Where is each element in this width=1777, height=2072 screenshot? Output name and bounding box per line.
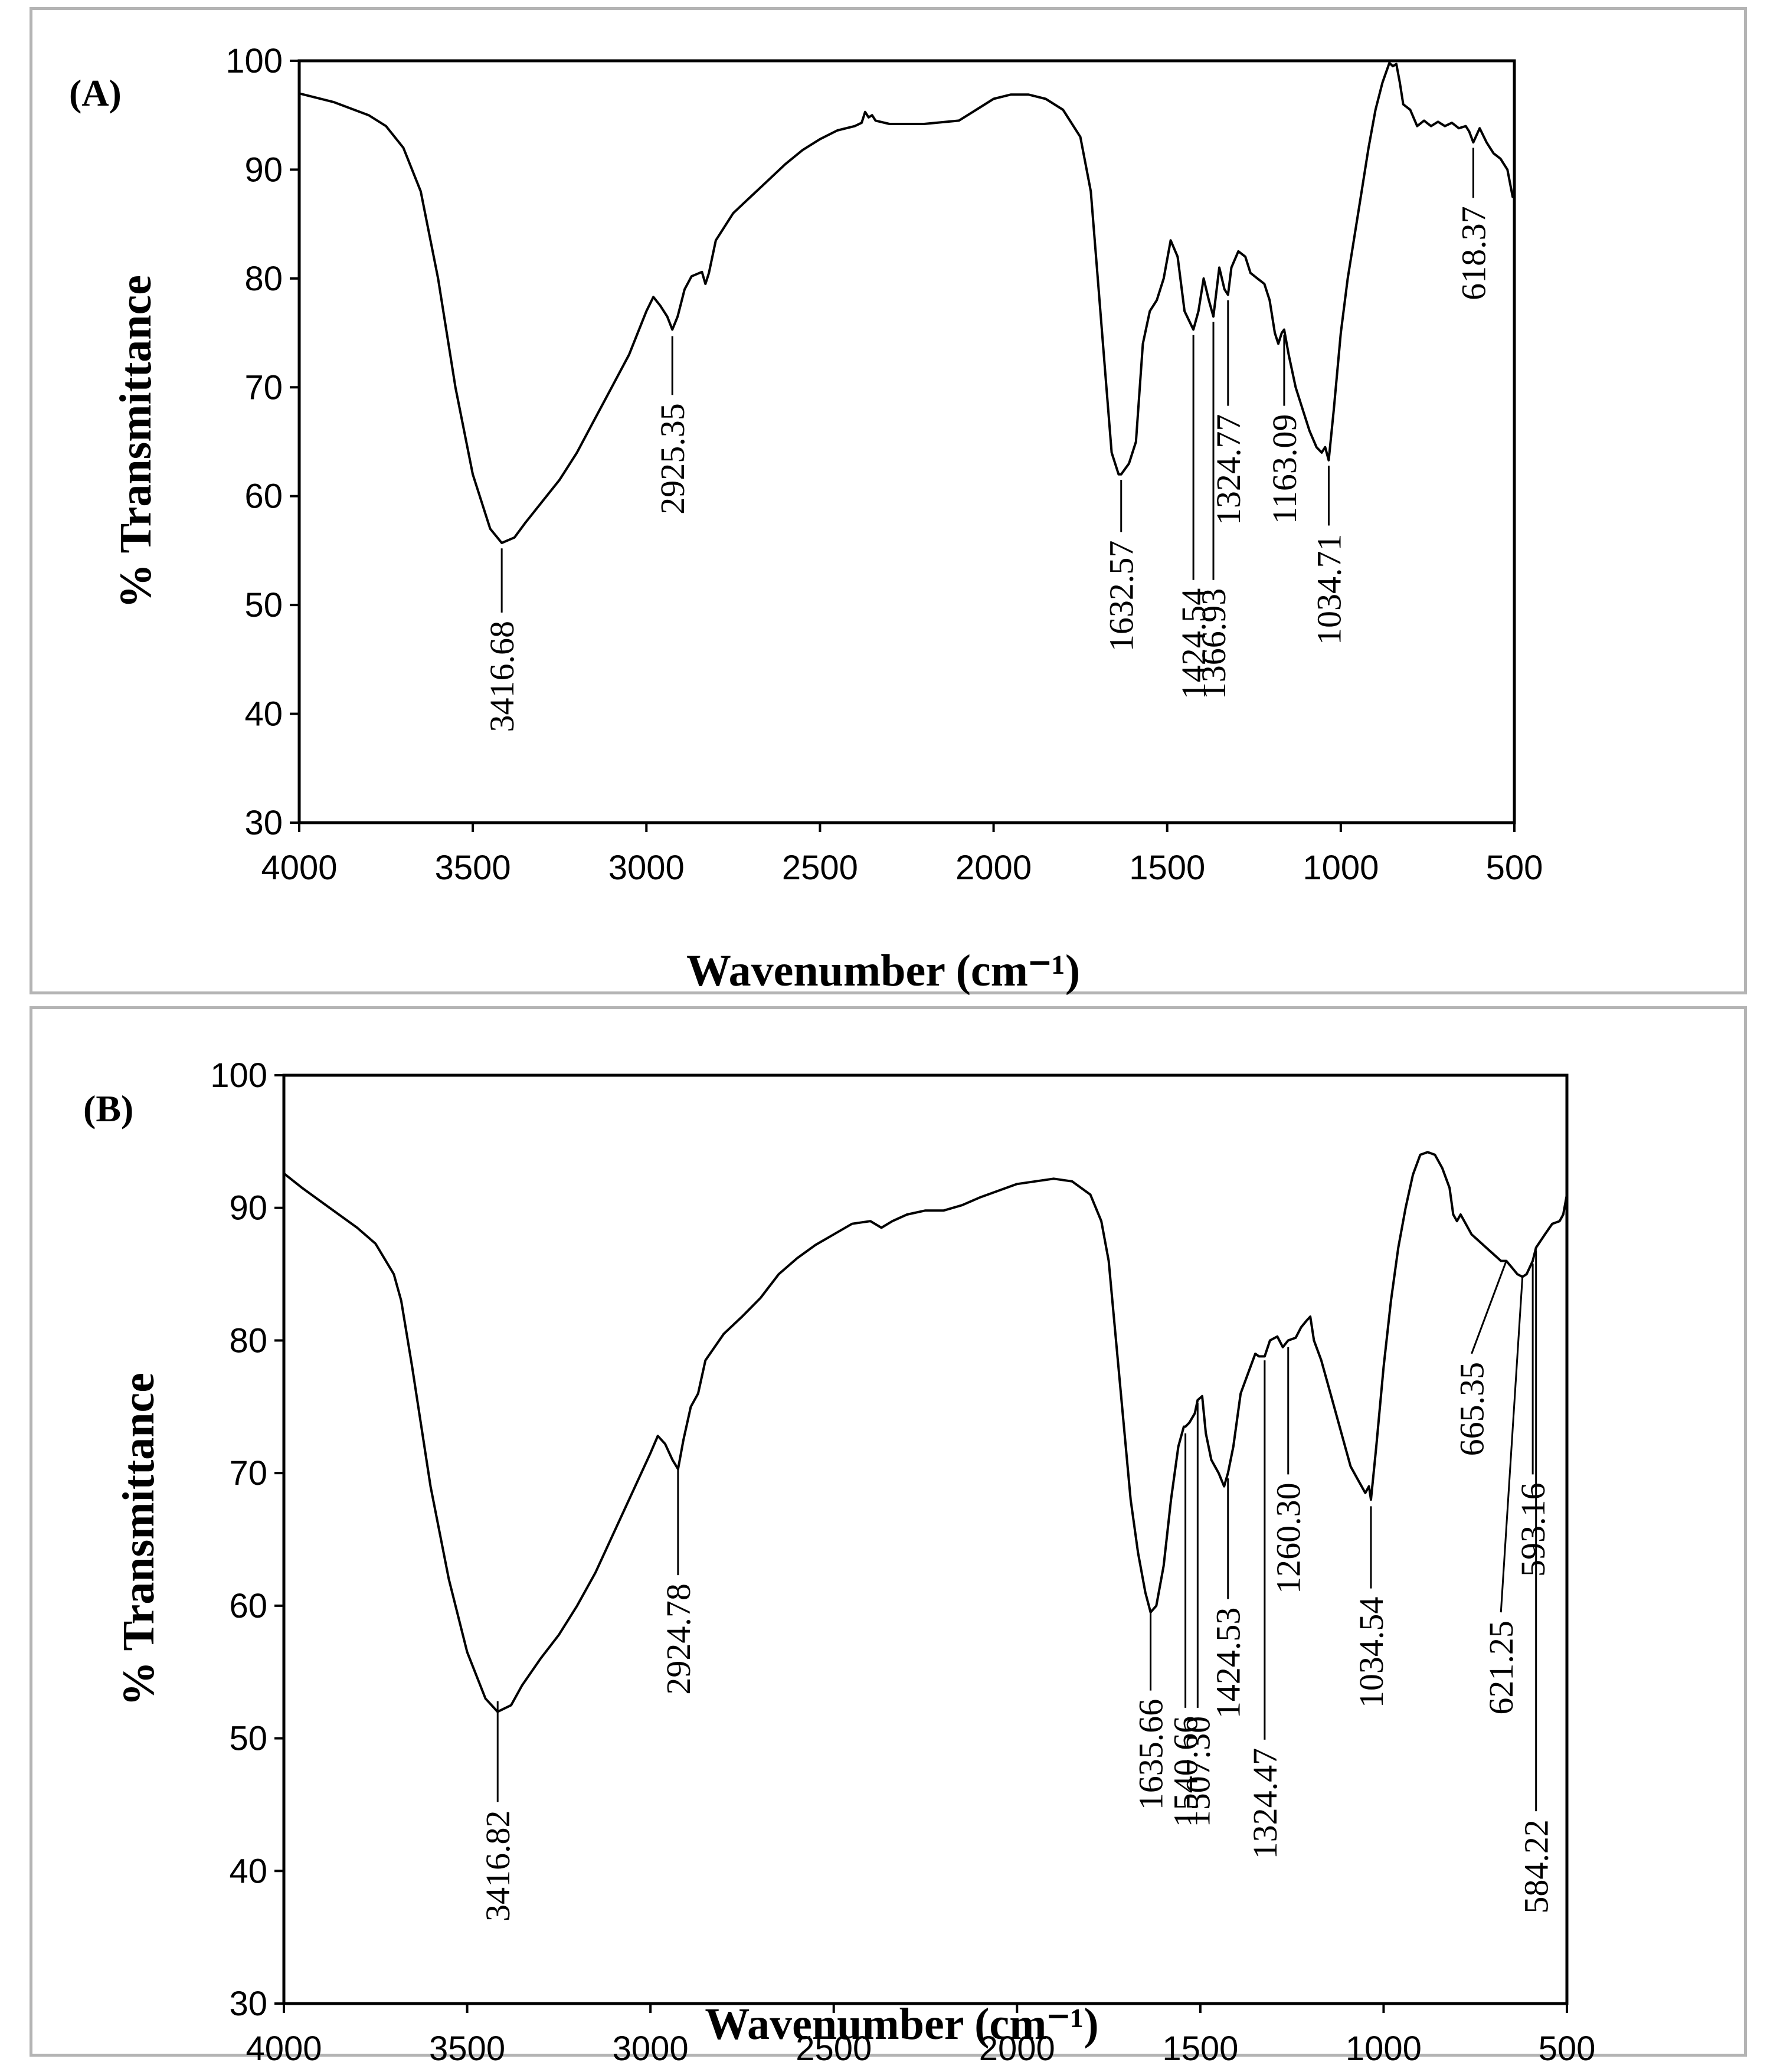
peak-label: 1163.09 xyxy=(1265,414,1304,524)
y-tick-label: 40 xyxy=(244,695,283,734)
x-tick-label: 2000 xyxy=(955,849,1032,887)
peak-label: 621.25 xyxy=(1482,1621,1520,1715)
peak-label: 1324.77 xyxy=(1209,414,1248,526)
y-axis-title: % Transmittance xyxy=(111,275,161,608)
x-tick-label: 2500 xyxy=(796,2030,872,2068)
peak-leader xyxy=(1500,1276,1524,1613)
peak-label: 2924.78 xyxy=(659,1583,698,1695)
peak-label: 1424.53 xyxy=(1209,1608,1248,1719)
y-tick-label: 50 xyxy=(244,586,283,624)
peak-label: 584.22 xyxy=(1517,1819,1556,1914)
y-tick-label: 40 xyxy=(229,1852,267,1890)
x-tick-label: 500 xyxy=(1539,2030,1596,2068)
plot-area-a xyxy=(297,59,1516,824)
x-axis-title: Wavenumber (cm⁻¹) xyxy=(705,1999,1098,2049)
x-tick-label: 4000 xyxy=(246,2030,322,2068)
x-tick-label: 1500 xyxy=(1162,2030,1238,2068)
x-axis-title: Wavenumber (cm⁻¹) xyxy=(686,946,1080,996)
chart-b: 30 40 50 60 70 80 90 100 4000 3500 3000 2500 2000 150… xyxy=(83,1056,1595,2068)
spectrum-line-a xyxy=(299,61,1516,544)
spectrum-line-b xyxy=(283,1151,1568,1713)
panel-a: 30 40 50 60 70 80 90 100 4000 3500 3000 2500 2000 150… xyxy=(30,7,1747,996)
y-tick-label: 70 xyxy=(229,1454,267,1492)
peak-label: 3416.68 xyxy=(483,621,521,732)
x-tick-label: 500 xyxy=(1486,849,1543,887)
x-tick-label: 3500 xyxy=(435,849,511,887)
peak-label: 1034.71 xyxy=(1310,534,1348,646)
peak-label: 1632.57 xyxy=(1102,541,1141,652)
panel-label-b: (B) xyxy=(83,1088,133,1130)
y-tick-label: 80 xyxy=(244,260,283,298)
peak-label: 618.37 xyxy=(1454,206,1493,300)
plot-area-b xyxy=(282,1073,1569,2005)
peak-leader xyxy=(1471,1261,1507,1354)
y-tick-label: 50 xyxy=(229,1720,267,1758)
peak-label: 1324.47 xyxy=(1246,1748,1284,1860)
peak-label: 1260.30 xyxy=(1269,1482,1308,1594)
y-tick-label: 60 xyxy=(229,1587,267,1625)
peak-label: 1507.30 xyxy=(1179,1716,1217,1828)
x-tick-label: 3000 xyxy=(608,849,685,887)
panel-label-a: (A) xyxy=(69,72,122,114)
x-tick-label: 4000 xyxy=(261,849,337,887)
peak-label: 1540.66 xyxy=(1167,1716,1205,1828)
x-tick-label: 1500 xyxy=(1129,849,1205,887)
y-tick-label: 90 xyxy=(229,1189,267,1228)
x-tick-label: 2000 xyxy=(979,2030,1055,2068)
peak-label: 3416.82 xyxy=(479,1810,517,1922)
peak-label: 665.35 xyxy=(1453,1362,1491,1456)
y-tick-label: 80 xyxy=(229,1321,267,1360)
peak-label: 1635.66 xyxy=(1132,1699,1170,1811)
y-tick-label: 30 xyxy=(229,1985,267,2023)
y-tick-label: 30 xyxy=(244,804,283,842)
x-tick-label: 3000 xyxy=(613,2030,689,2068)
peak-label: 593.16 xyxy=(1514,1482,1552,1577)
peak-label: 1424.54 xyxy=(1174,588,1213,699)
peak-label: 1366.93 xyxy=(1195,588,1233,699)
y-tick-label: 90 xyxy=(244,150,283,189)
y-tick-label: 100 xyxy=(225,42,283,80)
panel-b: 30 40 50 60 70 80 90 100 4000 3500 3000 2500 2000 150… xyxy=(30,1006,1747,2068)
x-tick-label: 2500 xyxy=(782,849,858,887)
y-tick-label: 70 xyxy=(244,368,283,407)
peak-label: 2925.35 xyxy=(653,403,692,515)
x-tick-label: 3500 xyxy=(429,2030,505,2068)
y-axis-title: % Transmittance xyxy=(114,1373,163,1706)
chart-a: 30 40 50 60 70 80 90 100 4000 3500 3000 2500 2000 150… xyxy=(69,42,1543,996)
y-tick-label: 100 xyxy=(210,1056,267,1095)
x-tick-label: 1000 xyxy=(1346,2030,1422,2068)
x-tick-label: 1000 xyxy=(1303,849,1379,887)
y-tick-label: 60 xyxy=(244,477,283,516)
peak-label: 1034.54 xyxy=(1352,1597,1390,1708)
